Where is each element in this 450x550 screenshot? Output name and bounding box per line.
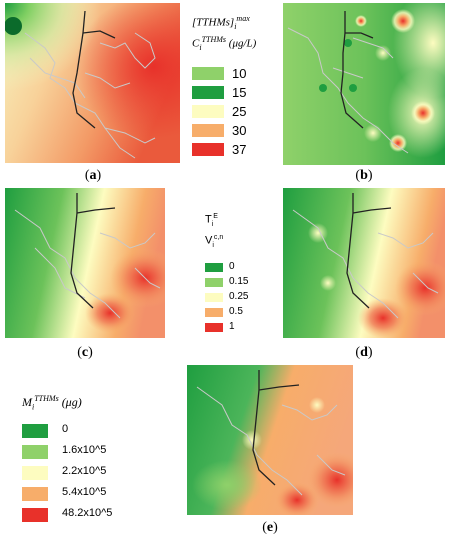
legend-velocity-index: TiE Vic,n 0 0.15 0.25 0.5 1 <box>205 210 275 335</box>
legend-item: 30 <box>192 121 287 140</box>
legend-label: 15 <box>232 84 247 100</box>
caption-d: (d) <box>355 345 373 360</box>
legend-swatch <box>192 66 224 80</box>
legend-swatch <box>192 85 224 99</box>
legend-item: 1 <box>205 320 275 335</box>
legend-label: 10 <box>232 65 247 81</box>
legend-title: [TTHMs]imax CiTTHMs (μg/L) <box>192 14 257 52</box>
legend-label: 0.15 <box>229 275 249 287</box>
legend-swatch <box>205 277 223 287</box>
legend-item: 37 <box>192 140 287 159</box>
map-panel-e <box>187 365 353 515</box>
legend-item: 0.5 <box>205 305 275 320</box>
legend-swatch <box>22 424 48 439</box>
legend-item: 0 <box>22 421 162 442</box>
legend-label: 0 <box>62 423 69 436</box>
legend-swatch <box>22 487 48 502</box>
legend-swatch <box>22 466 48 481</box>
legend-ttms-concentration: [TTHMs]imax CiTTHMs (μg/L) 10 15 25 30 37 <box>192 12 287 159</box>
legend-swatch <box>192 104 224 118</box>
legend-label: 0.5 <box>229 305 243 317</box>
map-panel-d <box>283 188 445 338</box>
legend-item: 0.15 <box>205 275 275 290</box>
legend-swatch <box>22 445 48 460</box>
legend-item: 0.25 <box>205 290 275 305</box>
legend-label: 1.6x10^5 <box>62 444 107 457</box>
legend-item: 0 <box>205 260 275 275</box>
legend-label: 5.4x10^5 <box>62 486 107 499</box>
legend-label: 25 <box>232 103 247 119</box>
legend-item: 25 <box>192 102 287 121</box>
legend-swatch <box>205 322 223 332</box>
legend-mass: MiTTHMs (μg) 0 1.6x10^5 2.2x10^5 5.4x10^5 48… <box>22 392 162 526</box>
legend-swatch <box>205 262 223 272</box>
legend-item: 48.2x10^5 <box>22 505 162 526</box>
legend-item: 1.6x10^5 <box>22 442 162 463</box>
caption-b: (b) <box>355 168 373 183</box>
legend-label: 1 <box>229 320 235 332</box>
legend-label: 0.25 <box>229 290 249 302</box>
legend-label: 30 <box>232 122 247 138</box>
caption-a: (a) <box>84 168 102 183</box>
legend-title: TiE Vic,n <box>205 213 224 249</box>
caption-c: (c) <box>77 345 93 360</box>
map-panel-b <box>283 3 445 165</box>
legend-item: 10 <box>192 64 287 83</box>
legend-swatch <box>205 292 223 302</box>
legend-swatch <box>192 123 224 137</box>
legend-item: 15 <box>192 83 287 102</box>
caption-e: (e) <box>262 520 278 535</box>
hotspot-node <box>5 17 22 35</box>
legend-title: MiTTHMs (μg) <box>22 394 82 412</box>
map-panel-c <box>5 188 165 338</box>
legend-item: 2.2x10^5 <box>22 463 162 484</box>
legend-swatch <box>205 307 223 317</box>
legend-swatch <box>192 142 224 156</box>
legend-label: 0 <box>229 260 235 272</box>
map-panel-a <box>5 3 180 163</box>
legend-item: 5.4x10^5 <box>22 484 162 505</box>
legend-label: 48.2x10^5 <box>62 507 113 520</box>
legend-swatch <box>22 508 48 523</box>
legend-label: 37 <box>232 141 247 157</box>
legend-label: 2.2x10^5 <box>62 465 107 478</box>
